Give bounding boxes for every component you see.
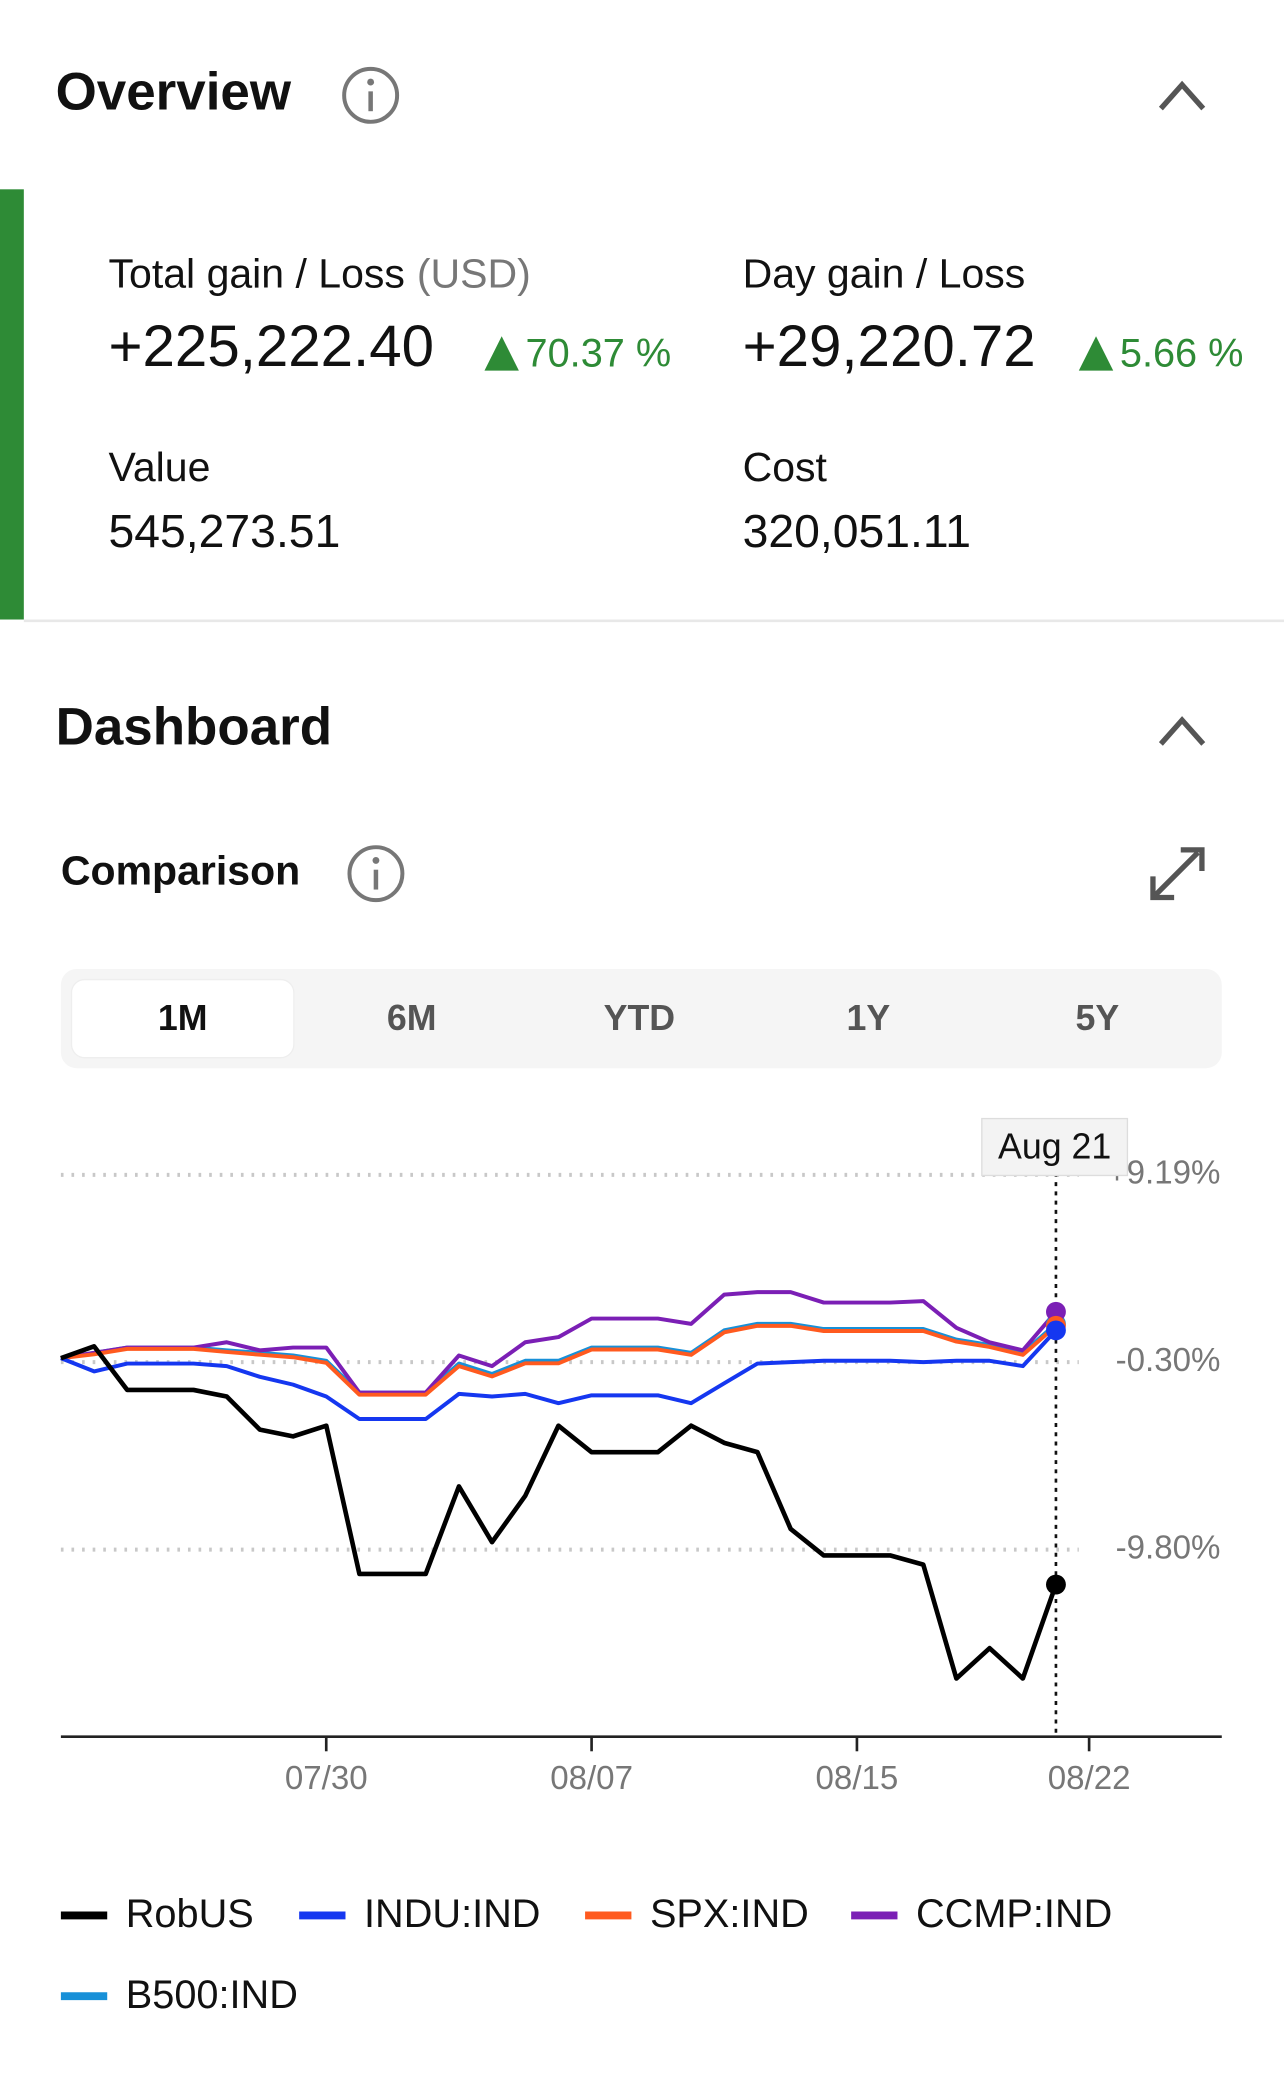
value: 545,273.51 bbox=[109, 505, 341, 557]
x-tick-label: 08/15 bbox=[816, 1760, 899, 1797]
label: Total gain / Loss (USD) bbox=[109, 251, 531, 297]
section-title: Dashboard bbox=[56, 698, 333, 757]
section-title: Overview bbox=[56, 62, 292, 121]
range-option[interactable]: 1M bbox=[158, 998, 208, 1038]
end-point bbox=[1046, 1320, 1066, 1341]
cost: 320,051.11 bbox=[743, 505, 971, 557]
legend-label: B500:IND bbox=[126, 1973, 298, 2017]
y-tick-label: -9.80% bbox=[1116, 1529, 1221, 1566]
series-line bbox=[60, 1323, 1058, 1397]
day-gain: +29,220.72 bbox=[743, 314, 1036, 379]
label: Day gain / Loss bbox=[743, 251, 1026, 297]
day-gain-pct: 5.66 % bbox=[1120, 332, 1244, 376]
end-point bbox=[1046, 1301, 1066, 1322]
label: Value bbox=[109, 444, 211, 490]
legend-label: SPX:IND bbox=[650, 1892, 809, 1936]
series-line bbox=[60, 1344, 1059, 1681]
tooltip-box bbox=[981, 1117, 1129, 1177]
range-option[interactable]: YTD bbox=[604, 998, 675, 1038]
tooltip: Aug 21 bbox=[998, 1126, 1111, 1166]
range-selected bbox=[70, 978, 295, 1059]
up-arrow bbox=[1078, 336, 1114, 371]
legend-label: CCMP:IND bbox=[916, 1892, 1112, 1936]
expand-icon[interactable] bbox=[1150, 847, 1205, 901]
y-tick-label: -0.30% bbox=[1116, 1342, 1221, 1379]
series-line bbox=[60, 1328, 1058, 1422]
range-option[interactable]: 5Y bbox=[1075, 998, 1119, 1038]
info-icon[interactable] bbox=[347, 845, 405, 903]
gain-indicator bbox=[0, 189, 24, 620]
range-option[interactable]: 6M bbox=[387, 998, 437, 1038]
currency: (USD) bbox=[417, 251, 531, 297]
x-tick-label: 07/30 bbox=[285, 1760, 368, 1797]
subsection-title: Comparison bbox=[61, 848, 300, 894]
total-gain: +225,222.40 bbox=[109, 314, 434, 379]
label: Total gain / Loss bbox=[109, 251, 405, 297]
collapse-chevron[interactable] bbox=[1158, 716, 1206, 746]
up-arrow bbox=[484, 336, 519, 371]
collapse-chevron[interactable] bbox=[1158, 80, 1206, 111]
x-tick-label: 08/07 bbox=[550, 1760, 633, 1797]
series-line bbox=[60, 1321, 1058, 1395]
end-point bbox=[1046, 1574, 1066, 1595]
legend-label: INDU:IND bbox=[364, 1892, 540, 1936]
range-selector bbox=[60, 968, 1222, 1069]
range-option[interactable]: 1Y bbox=[846, 998, 890, 1038]
x-tick-label: 08/22 bbox=[1048, 1760, 1131, 1797]
label: Cost bbox=[743, 444, 828, 490]
legend-label: RobUS bbox=[126, 1892, 254, 1936]
total-gain-pct: 70.37 % bbox=[526, 332, 672, 376]
info-icon[interactable] bbox=[342, 66, 400, 124]
series-line bbox=[60, 1290, 1058, 1395]
